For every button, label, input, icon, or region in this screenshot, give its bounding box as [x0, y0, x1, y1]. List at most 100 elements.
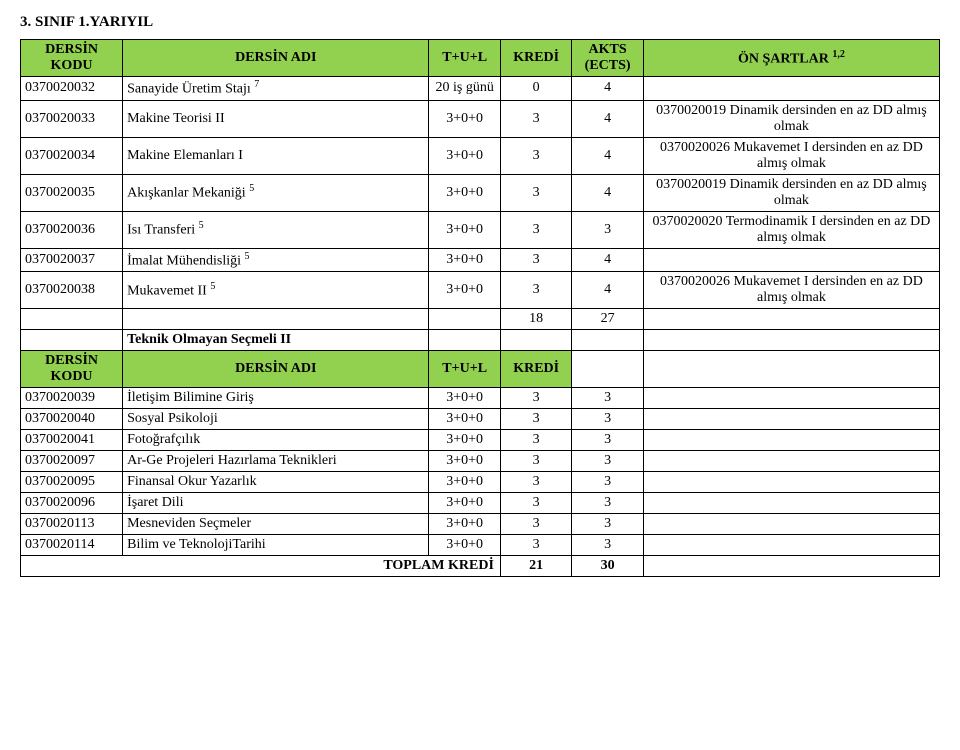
header2-kredi: KREDİ — [500, 351, 571, 388]
cell-code: 0370020033 — [21, 100, 123, 137]
cell-kredi: 3 — [500, 137, 571, 174]
cell-name: Mesneviden Seçmeler — [123, 514, 429, 535]
cell-name: Bilim ve TeknolojiTarihi — [123, 535, 429, 556]
table-row: 0370020033 Makine Teorisi II 3+0+0 3 4 0… — [21, 100, 940, 137]
cell-tul: 3+0+0 — [429, 409, 500, 430]
header2-code: DERSİN KODU — [21, 351, 123, 388]
table-row: 0370020097 Ar-Ge Projeleri Hazırlama Tek… — [21, 451, 940, 472]
cell-kredi: 3 — [500, 211, 571, 248]
cell-tul: 20 iş günü — [429, 77, 500, 101]
course-name: Sanayide Üretim Stajı — [127, 82, 254, 97]
course-sup: 5 — [210, 281, 215, 292]
table-row: 0370020039 İletişim Bilimine Giriş 3+0+0… — [21, 388, 940, 409]
cell-akts: 4 — [572, 137, 643, 174]
table-row: 0370020040 Sosyal Psikoloji 3+0+0 3 3 — [21, 409, 940, 430]
course-name: Makine Teorisi II — [127, 111, 225, 126]
cell-tul: 3+0+0 — [429, 100, 500, 137]
cell-akts: 3 — [572, 514, 643, 535]
cell-code: 0370020034 — [21, 137, 123, 174]
cell-code: 0370020038 — [21, 272, 123, 309]
table-row: 0370020096 İşaret Dili 3+0+0 3 3 — [21, 493, 940, 514]
header-code: DERSİN KODU — [21, 40, 123, 77]
cell-empty — [643, 351, 939, 388]
cell-tul: 3+0+0 — [429, 174, 500, 211]
cell-name: Finansal Okur Yazarlık — [123, 472, 429, 493]
table-row: 0370020041 Fotoğrafçılık 3+0+0 3 3 — [21, 430, 940, 451]
curriculum-table: DERSİN KODU DERSİN ADI T+U+L KREDİ AKTS … — [20, 39, 940, 577]
course-name: Akışkanlar Mekaniği — [127, 186, 249, 201]
subtotal-kredi: 18 — [500, 309, 571, 330]
cell-name: Sosyal Psikoloji — [123, 409, 429, 430]
cell-code: 0370020037 — [21, 248, 123, 272]
cell-name: İmalat Mühendisliği 5 — [123, 248, 429, 272]
cell-empty — [643, 388, 939, 409]
cell-tul: 3+0+0 — [429, 535, 500, 556]
page-title: 3. SINIF 1.YARIYIL — [20, 14, 940, 31]
cell-tul: 3+0+0 — [429, 514, 500, 535]
cell-code: 0370020114 — [21, 535, 123, 556]
cell-kredi: 3 — [500, 472, 571, 493]
cell-code: 0370020032 — [21, 77, 123, 101]
table-row: 0370020037 İmalat Mühendisliği 5 3+0+0 3… — [21, 248, 940, 272]
cell-tul: 3+0+0 — [429, 472, 500, 493]
table-row: 0370020032 Sanayide Üretim Stajı 7 20 iş… — [21, 77, 940, 101]
cell-code: 0370020035 — [21, 174, 123, 211]
cell-onsart: 0370020026 Mukavemet I dersinden en az D… — [643, 272, 939, 309]
course-sup: 5 — [249, 183, 254, 194]
cell-name: Sanayide Üretim Stajı 7 — [123, 77, 429, 101]
cell-name: Makine Elemanları I — [123, 137, 429, 174]
cell-akts: 4 — [572, 174, 643, 211]
cell-empty — [643, 472, 939, 493]
cell-empty — [643, 535, 939, 556]
cell-code: 0370020036 — [21, 211, 123, 248]
cell-empty — [643, 493, 939, 514]
cell-kredi: 3 — [500, 174, 571, 211]
elective-header: Teknik Olmayan Seçmeli II — [123, 330, 429, 351]
cell-code: 0370020041 — [21, 430, 123, 451]
cell-empty — [123, 309, 429, 330]
course-sup: 5 — [245, 251, 250, 262]
table-row: 0370020035 Akışkanlar Mekaniği 5 3+0+0 3… — [21, 174, 940, 211]
cell-kredi: 0 — [500, 77, 571, 101]
table-row: 0370020038 Mukavemet II 5 3+0+0 3 4 0370… — [21, 272, 940, 309]
cell-empty — [643, 330, 939, 351]
cell-code: 0370020113 — [21, 514, 123, 535]
cell-akts: 3 — [572, 493, 643, 514]
table-row: 0370020113 Mesneviden Seçmeler 3+0+0 3 3 — [21, 514, 940, 535]
cell-empty — [572, 351, 643, 388]
cell-tul: 3+0+0 — [429, 137, 500, 174]
cell-akts: 3 — [572, 451, 643, 472]
cell-akts: 4 — [572, 272, 643, 309]
cell-kredi: 3 — [500, 451, 571, 472]
cell-empty — [643, 309, 939, 330]
cell-name: İşaret Dili — [123, 493, 429, 514]
header-kredi: KREDİ — [500, 40, 571, 77]
header-akts: AKTS (ECTS) — [572, 40, 643, 77]
course-name: Mukavemet II — [127, 284, 210, 299]
header-onsart-sup: 1,2 — [832, 49, 845, 60]
table-header-row-2: DERSİN KODU DERSİN ADI T+U+L KREDİ — [21, 351, 940, 388]
cell-kredi: 3 — [500, 409, 571, 430]
course-name: Makine Elemanları I — [127, 148, 243, 163]
cell-kredi: 3 — [500, 248, 571, 272]
cell-code: 0370020095 — [21, 472, 123, 493]
elective-header-row: Teknik Olmayan Seçmeli II — [21, 330, 940, 351]
cell-name: Akışkanlar Mekaniği 5 — [123, 174, 429, 211]
cell-empty — [500, 330, 571, 351]
cell-kredi: 3 — [500, 493, 571, 514]
cell-name: Fotoğrafçılık — [123, 430, 429, 451]
table-row: 0370020036 Isı Transferi 5 3+0+0 3 3 037… — [21, 211, 940, 248]
cell-code: 0370020097 — [21, 451, 123, 472]
subtotal-row: 18 27 — [21, 309, 940, 330]
cell-akts: 3 — [572, 211, 643, 248]
cell-empty — [21, 309, 123, 330]
total-kredi: 21 — [500, 556, 571, 577]
cell-akts: 3 — [572, 430, 643, 451]
cell-kredi: 3 — [500, 272, 571, 309]
total-row: TOPLAM KREDİ 21 30 — [21, 556, 940, 577]
cell-empty — [643, 409, 939, 430]
cell-empty — [643, 514, 939, 535]
cell-kredi: 3 — [500, 388, 571, 409]
cell-empty — [572, 330, 643, 351]
header-onsart-text: ÖN ŞARTLAR — [738, 51, 832, 66]
